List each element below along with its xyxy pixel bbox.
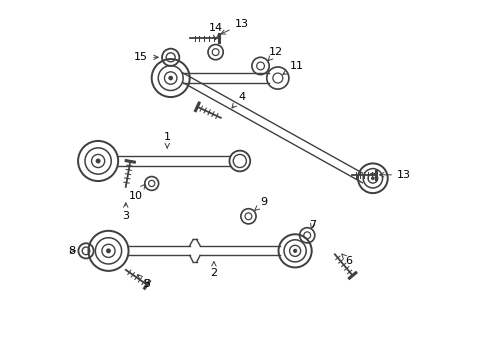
Circle shape: [293, 249, 297, 253]
Text: 13: 13: [221, 19, 248, 34]
Text: 4: 4: [232, 92, 245, 108]
Text: 2: 2: [210, 262, 218, 278]
Text: 7: 7: [309, 220, 316, 230]
Text: 9: 9: [255, 198, 268, 210]
Circle shape: [371, 176, 375, 180]
Circle shape: [96, 158, 100, 163]
Text: 8: 8: [69, 246, 76, 256]
Text: 13: 13: [379, 170, 411, 180]
Text: 10: 10: [129, 184, 145, 201]
Text: 11: 11: [283, 61, 304, 74]
Circle shape: [169, 76, 173, 80]
Text: 3: 3: [122, 203, 129, 221]
Text: 6: 6: [342, 254, 352, 266]
Text: 15: 15: [134, 52, 158, 62]
Text: 14: 14: [209, 23, 222, 40]
Circle shape: [106, 248, 111, 253]
Text: 12: 12: [268, 47, 283, 61]
Text: 5: 5: [138, 275, 150, 289]
Text: 1: 1: [164, 132, 171, 148]
